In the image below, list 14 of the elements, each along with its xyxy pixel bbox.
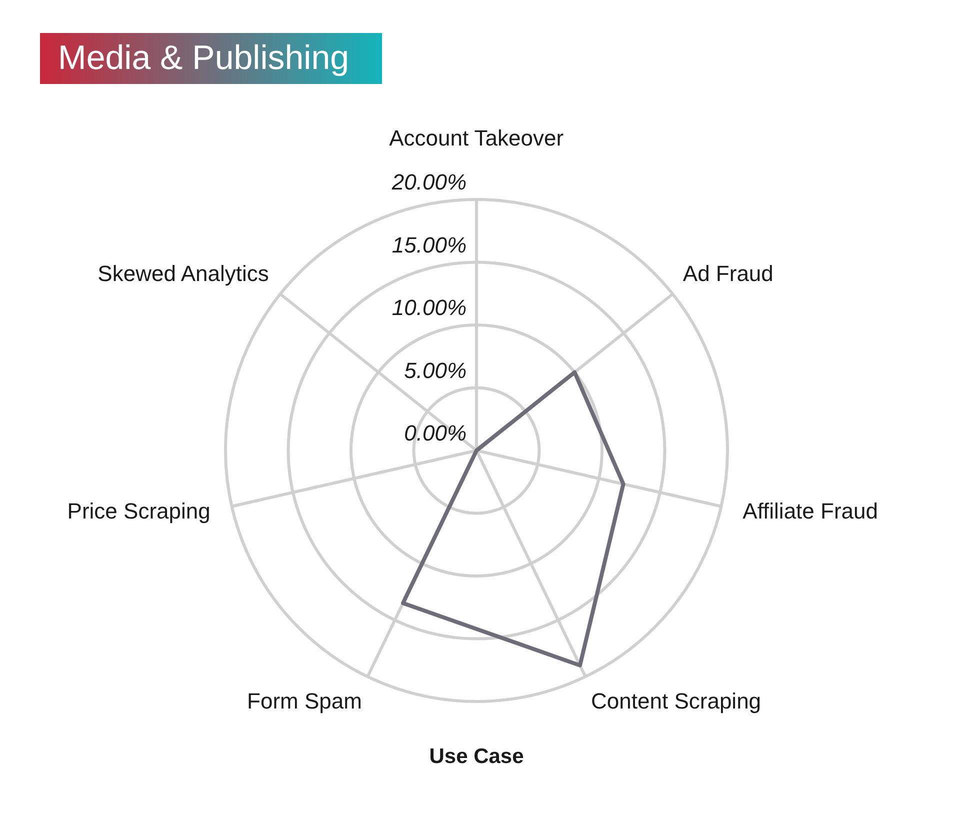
y-tick-label: 10.00% — [392, 295, 467, 320]
y-tick-label: 20.00% — [390, 170, 467, 194]
spoke-label: Content Scraping — [591, 688, 762, 714]
y-tick-label: 0.00% — [404, 420, 467, 446]
spoke-label: Skewed Analytics — [98, 260, 269, 286]
text: Use Case — [429, 745, 524, 768]
spoke-label: Account Takeover — [389, 126, 564, 150]
spoke-label: Form Spam — [247, 688, 362, 714]
spoke-label: Price Scraping — [67, 498, 210, 524]
y-tick-label: 15.00% — [392, 232, 467, 258]
spoke-label: Affiliate Fraud — [742, 498, 878, 524]
y-tick-label: 5.00% — [404, 358, 467, 383]
chart-title: Media & Publishing — [58, 38, 350, 79]
spoke-label: Ad Fraud — [682, 260, 774, 286]
